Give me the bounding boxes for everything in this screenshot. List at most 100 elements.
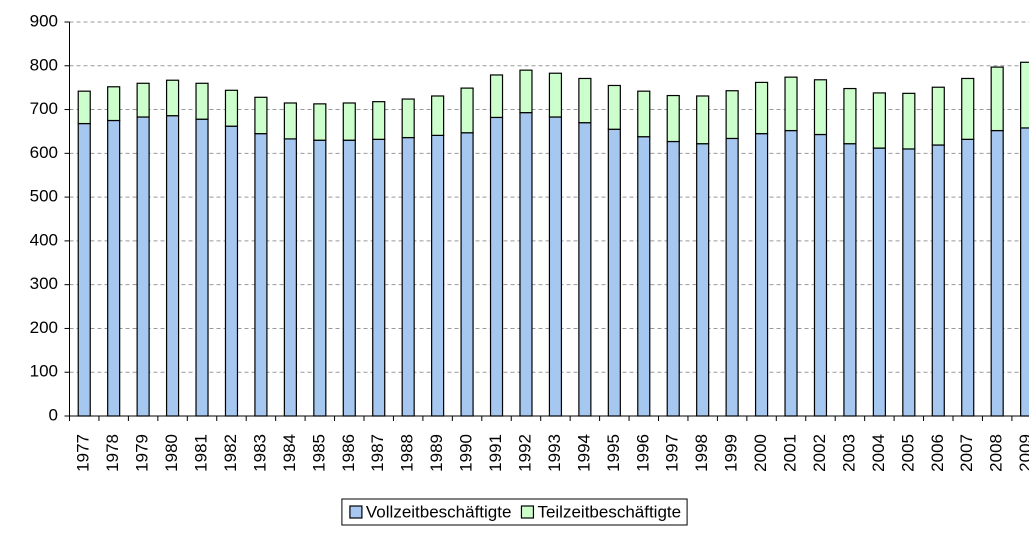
- bar: [666, 140, 680, 417]
- x-tick-label: 1983: [250, 434, 269, 472]
- bar: [637, 90, 651, 138]
- x-tick-label: 2006: [928, 434, 947, 472]
- bar: [696, 95, 710, 145]
- bar: [519, 112, 533, 417]
- bar: [283, 102, 297, 140]
- x-tick-label: 2001: [781, 434, 800, 472]
- bar: [784, 129, 798, 417]
- bar: [401, 136, 415, 417]
- legend-box: [341, 498, 688, 526]
- bar: [195, 118, 209, 417]
- x-tick-label: 1979: [133, 434, 152, 472]
- x-tick-label: 1985: [309, 434, 328, 472]
- bar: [489, 116, 504, 417]
- bar: [460, 87, 474, 134]
- bar: [224, 89, 239, 127]
- bar: [431, 134, 445, 417]
- bar: [725, 137, 739, 417]
- bar: [342, 102, 356, 141]
- bar: [283, 138, 297, 417]
- bar: [961, 138, 975, 417]
- x-tick-label: 2007: [957, 434, 976, 472]
- y-tick-label: 800: [30, 55, 58, 74]
- x-tick-label: 1982: [221, 434, 240, 472]
- bar: [813, 79, 828, 136]
- bar: [254, 96, 268, 135]
- bar: [224, 125, 239, 417]
- bar: [431, 95, 445, 136]
- x-tick-label: 1994: [574, 434, 593, 472]
- bar: [872, 92, 886, 149]
- bar: [460, 132, 474, 417]
- x-tick-label: 1987: [368, 434, 387, 472]
- x-tick-label: 2004: [869, 434, 888, 472]
- x-tick-label: 1984: [280, 434, 299, 472]
- bar: [784, 76, 798, 132]
- x-tick-label: 1998: [692, 434, 711, 472]
- x-tick-label: 2009: [1016, 434, 1029, 472]
- x-tick-label: 1977: [74, 434, 93, 472]
- x-tick-label: 1988: [398, 434, 417, 472]
- bar: [754, 133, 769, 417]
- bar: [548, 72, 563, 118]
- bar: [725, 90, 739, 140]
- bar: [607, 84, 621, 130]
- bar: [489, 74, 504, 119]
- x-tick-label: 2003: [839, 434, 858, 472]
- y-tick-label: 600: [30, 143, 58, 162]
- x-tick-label: 1989: [427, 434, 446, 472]
- x-tick-label: 1995: [604, 434, 623, 472]
- x-tick-label: 1992: [515, 434, 534, 472]
- bar: [578, 122, 592, 417]
- legend-label: Vollzeitbeschäftigte: [366, 502, 512, 521]
- x-tick-label: 1991: [486, 434, 505, 472]
- bar: [372, 138, 386, 417]
- x-tick-label: 1986: [339, 434, 358, 472]
- bar: [813, 133, 828, 417]
- y-tick-label: 500: [30, 187, 58, 206]
- bar: [607, 128, 621, 417]
- bar: [519, 69, 533, 114]
- x-tick-label: 1980: [162, 434, 181, 472]
- bar: [313, 103, 327, 141]
- bar: [136, 116, 150, 417]
- bar: [990, 66, 1004, 132]
- bar: [165, 115, 180, 417]
- x-tick-label: 2005: [898, 434, 917, 472]
- bar: [401, 98, 415, 139]
- bar: [578, 77, 592, 124]
- x-tick-label: 2008: [987, 434, 1006, 472]
- bar: [77, 90, 91, 125]
- bar: [931, 86, 945, 146]
- y-tick-label: 0: [49, 405, 58, 424]
- bar: [165, 79, 180, 117]
- y-tick-label: 200: [30, 318, 58, 337]
- bar: [931, 144, 945, 417]
- x-tick-label: 1990: [457, 434, 476, 472]
- bar: [195, 82, 209, 120]
- bar: [961, 77, 975, 140]
- y-tick-label: 300: [30, 274, 58, 293]
- y-tick-label: 100: [30, 362, 58, 381]
- bar: [696, 143, 710, 417]
- legend-label: Teilzeitbeschäftigte: [537, 502, 681, 521]
- bar: [107, 119, 121, 417]
- legend-swatch: [520, 505, 535, 519]
- y-tick-label: 700: [30, 99, 58, 118]
- x-tick-label: 1997: [663, 434, 682, 472]
- x-tick-label: 1996: [633, 434, 652, 472]
- x-tick-label: 1981: [192, 434, 211, 472]
- y-tick-label: 900: [30, 11, 58, 30]
- bar: [313, 139, 327, 417]
- bar: [77, 122, 91, 417]
- bar: [637, 136, 651, 417]
- bar: [754, 81, 769, 135]
- x-tick-label: 2002: [810, 434, 829, 472]
- bar: [548, 116, 563, 417]
- x-tick-label: 1978: [103, 434, 122, 472]
- bar: [843, 87, 857, 145]
- bar: [107, 86, 121, 122]
- legend-swatch: [349, 505, 363, 519]
- bar: [990, 129, 1004, 417]
